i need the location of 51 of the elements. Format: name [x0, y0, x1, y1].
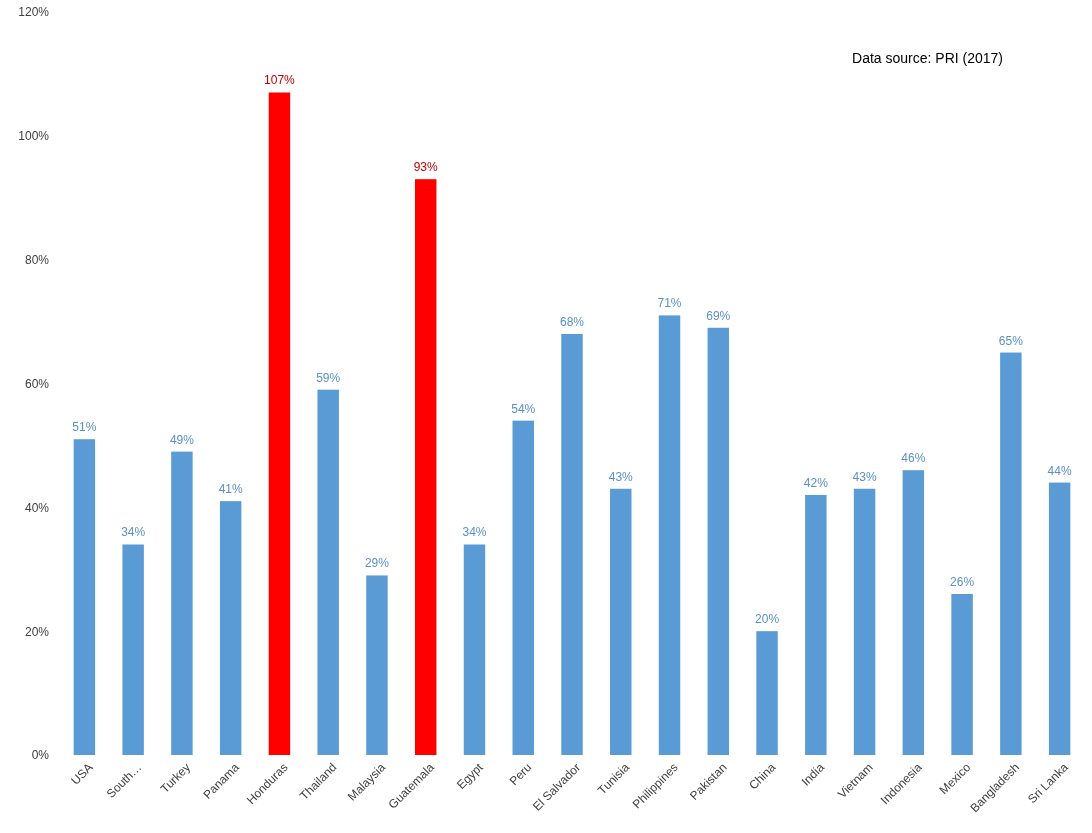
bar	[853, 488, 876, 755]
data-label: 20%	[755, 612, 780, 627]
data-label: 43%	[608, 469, 634, 484]
data-label: 69%	[706, 308, 731, 323]
bar	[610, 488, 632, 755]
bar	[219, 501, 242, 755]
data-label: 107%	[264, 73, 296, 88]
bar	[658, 315, 681, 755]
data-label: 26%	[950, 575, 975, 590]
data-label: 54%	[511, 401, 536, 416]
data-label: 29%	[364, 556, 390, 571]
bar	[805, 494, 827, 755]
data-label: 71%	[657, 296, 682, 311]
data-label: 68%	[559, 314, 585, 329]
data-label: 44%	[1047, 463, 1072, 478]
bar	[122, 544, 144, 755]
data-label: 59%	[316, 370, 341, 385]
bar	[951, 594, 973, 755]
bar	[512, 420, 534, 755]
y-tick-label: 60%	[24, 376, 50, 391]
data-label: 41%	[218, 482, 243, 497]
bar	[366, 575, 388, 755]
y-tick-label: 0%	[31, 748, 50, 763]
bar	[1048, 482, 1071, 755]
data-label: 34%	[462, 525, 487, 540]
data-label: 42%	[803, 475, 829, 490]
bar	[707, 327, 730, 755]
bar	[463, 544, 486, 755]
data-label: 65%	[998, 333, 1024, 348]
bar	[171, 451, 193, 755]
bar	[756, 631, 778, 755]
y-tick-label: 40%	[24, 500, 50, 515]
data-label: 93%	[413, 160, 439, 175]
data-label: 51%	[72, 420, 97, 435]
bar	[1000, 352, 1022, 755]
data-label: 49%	[169, 432, 195, 447]
bar	[902, 470, 925, 755]
data-label: 34%	[121, 525, 146, 540]
bar	[268, 92, 291, 755]
x-tick-label: USA	[68, 760, 96, 788]
y-tick-label: 20%	[24, 624, 50, 639]
data-label: 43%	[852, 469, 877, 484]
y-tick-label: 80%	[24, 253, 50, 268]
y-tick-label: 100%	[18, 129, 50, 144]
data-label: 46%	[901, 451, 926, 466]
bar	[414, 179, 437, 755]
bar	[317, 389, 339, 755]
bar	[73, 439, 96, 755]
annotation: Data source: PRI (2017)	[852, 50, 1003, 66]
y-tick-label: 120%	[18, 5, 50, 20]
bar	[561, 333, 583, 755]
